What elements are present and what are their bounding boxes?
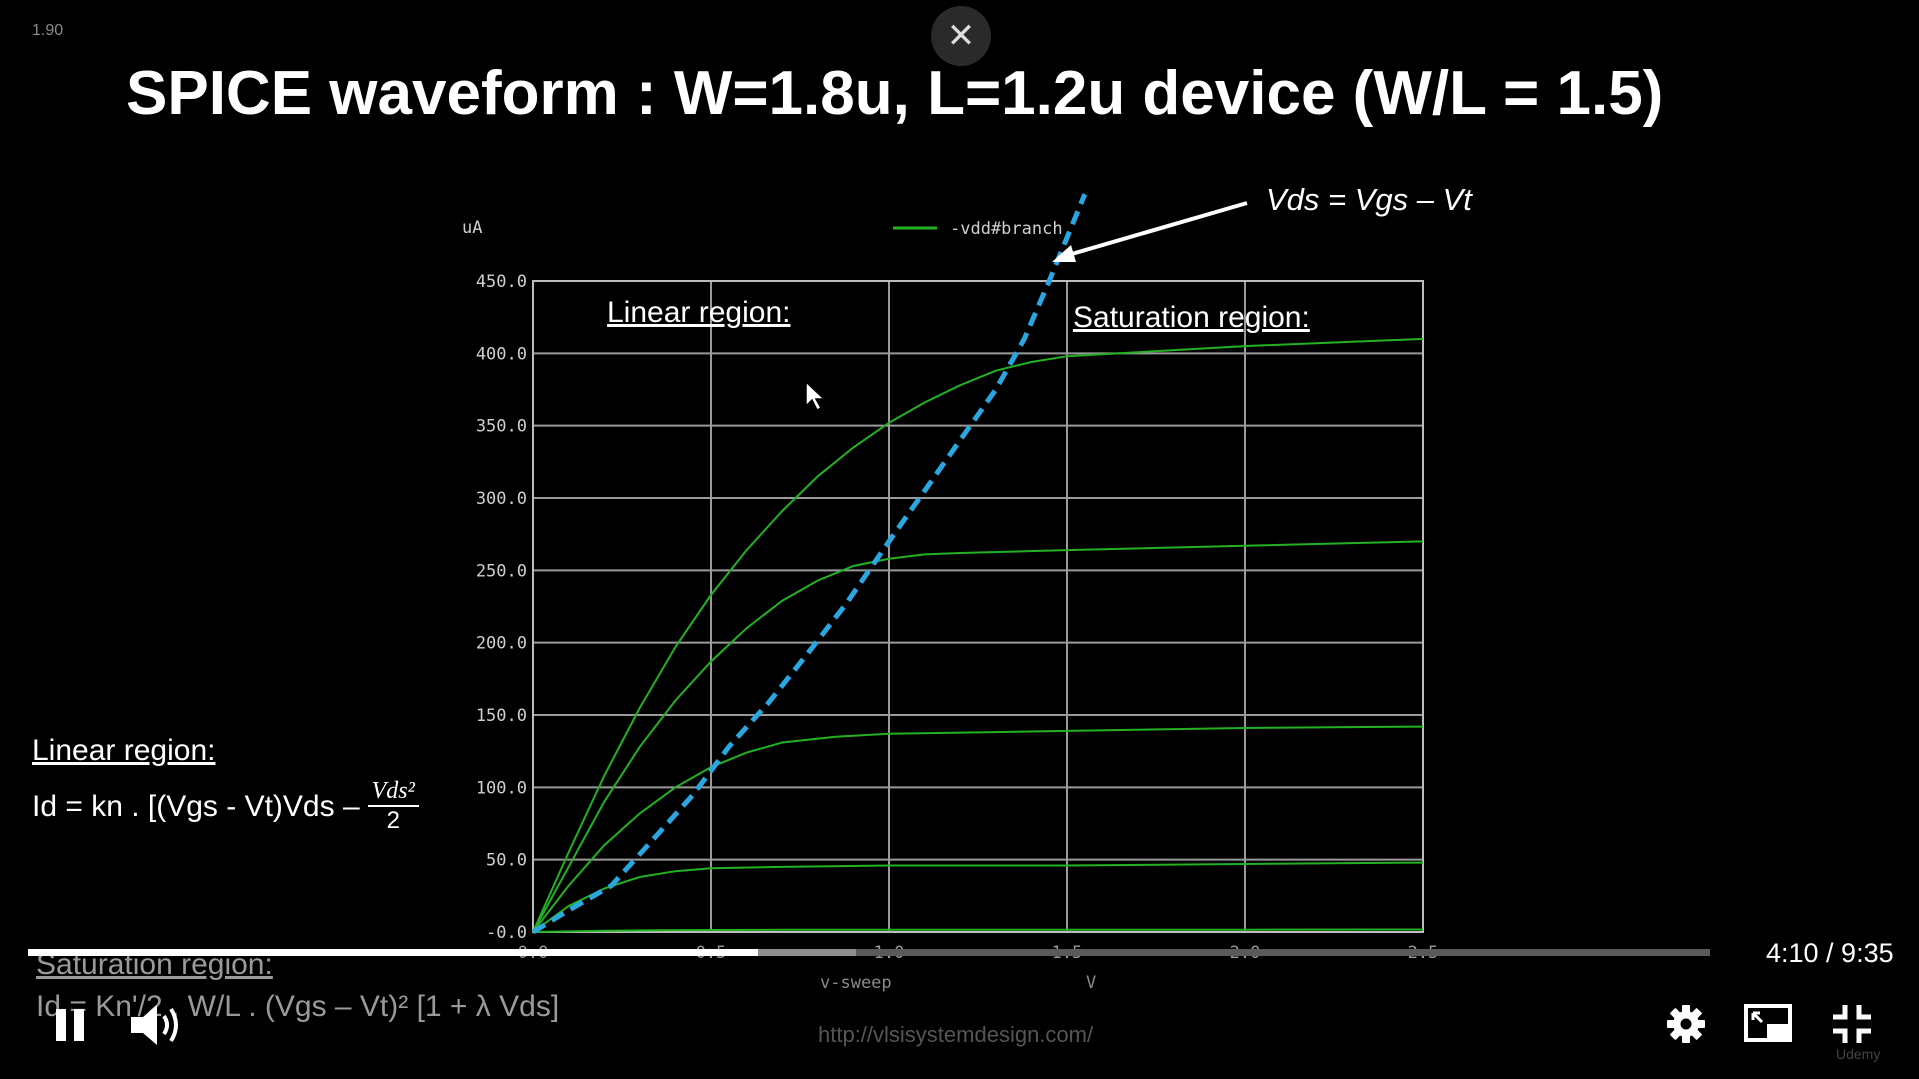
y-tick-label: 50.0: [486, 851, 527, 871]
time-display: 4:10 / 9:35: [1766, 938, 1894, 968]
linear-eq-title: Linear region:: [32, 734, 216, 767]
pause-button[interactable]: [48, 1000, 92, 1050]
saturation-equation: Id = Kn'/2 . W/L . (Vgs – Vt)² [1 + λ Vd…: [36, 990, 560, 1023]
legend-label: -vdd#branch: [950, 219, 1063, 239]
linear-eq-lhs: Id = kn . [(Vgs - Vt)Vds –: [32, 789, 360, 823]
boundary-annotation: Vds = Vgs – Vt: [1266, 182, 1472, 217]
linear-equation: Id = kn . [(Vgs - Vt)Vds – Vds² 2: [32, 778, 419, 835]
chart-ticks: 0.00.51.01.52.02.5-0.050.0100.0150.0200.…: [476, 272, 1439, 963]
settings-button[interactable]: [1664, 1002, 1708, 1046]
miniplayer-button[interactable]: [1742, 1000, 1794, 1048]
close-icon: ✕: [946, 17, 976, 55]
fraction-denominator: 2: [386, 807, 400, 834]
iv-curve: [532, 725, 1424, 933]
picture-in-picture-icon: [1744, 1004, 1792, 1042]
volume-icon: [131, 1005, 178, 1045]
y-tick-label: 250.0: [476, 561, 527, 581]
y-tick-label: 200.0: [476, 634, 527, 654]
y-tick-label: -0.0: [486, 923, 527, 943]
iv-curve: [532, 540, 1424, 933]
iv-curve: [532, 928, 1424, 933]
fraction-numerator: Vds²: [367, 778, 419, 807]
x-axis-label: v-sweep: [820, 973, 892, 993]
y-tick-label: 350.0: [476, 417, 527, 437]
chart-curves: [532, 337, 1424, 933]
cursor-icon: [805, 380, 826, 412]
y-tick-label: 100.0: [476, 778, 527, 798]
y-tick-label: 400.0: [476, 344, 527, 364]
volume-button[interactable]: [126, 998, 188, 1052]
y-tick-label: 300.0: [476, 489, 527, 509]
y-tick-label: 150.0: [476, 706, 527, 726]
saturation-boundary-line: [531, 193, 1088, 935]
chart-axes: [532, 280, 1424, 933]
linear-region-label: Linear region:: [607, 296, 790, 329]
close-button[interactable]: ✕: [931, 6, 991, 66]
source-url: http://vlsisystemdesign.com/: [818, 1022, 1094, 1047]
iv-curve: [532, 337, 1424, 933]
chart-boundary: [531, 193, 1088, 935]
gear-icon: [1667, 1005, 1705, 1043]
plot-frame: [532, 280, 1424, 933]
linear-eq-fraction: Vds² 2: [367, 778, 419, 835]
saturation-region-label: Saturation region:: [1073, 301, 1310, 334]
exit-fullscreen-button[interactable]: [1828, 1000, 1876, 1048]
iv-curve: [532, 861, 1424, 933]
y-tick-label: 450.0: [476, 272, 527, 292]
annotation-arrow: [1057, 201, 1248, 260]
pause-icon: [56, 1009, 84, 1041]
progress-bar[interactable]: [28, 949, 1710, 956]
progress-played: [28, 949, 758, 956]
slide-title: SPICE waveform : W=1.8u, L=1.2u device (…: [126, 59, 1664, 128]
speed-indicator: 1.90: [32, 22, 64, 39]
y-unit-label: uA: [462, 218, 482, 238]
exit-fullscreen-icon: [1833, 1005, 1871, 1043]
annotation-arrowhead: [1052, 245, 1076, 262]
udemy-watermark: Udemy: [1836, 1046, 1881, 1062]
x-unit-label: V: [1086, 973, 1096, 993]
